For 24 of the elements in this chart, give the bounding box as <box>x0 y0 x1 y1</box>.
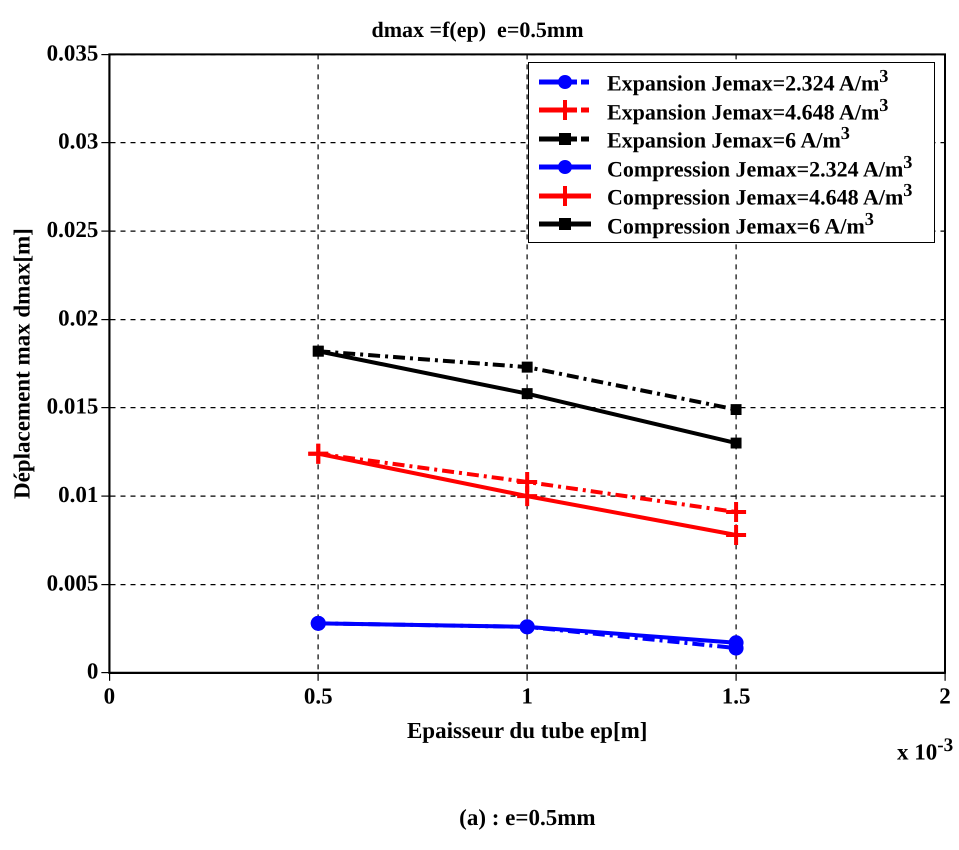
legend-label: Expansion Jemax=2.324 A/m$^{3}$ <box>607 66 888 97</box>
legend-label: Expansion Jemax=4.648 A/m$^{3}$ <box>607 94 888 126</box>
x-tick-label: 1 <box>521 684 533 709</box>
chart-title: dmax =f(ep) e=0.5mm <box>371 16 584 42</box>
y-tick-label: 0.005 <box>46 570 98 596</box>
legend-label: Expansion Jemax=6 A/m$^{3}$ <box>607 123 850 154</box>
y-axis-title: Déplacement max dmax[m] <box>10 228 35 500</box>
y-tick-label: 0.03 <box>58 128 98 154</box>
x-tick-label: 2 <box>939 684 951 709</box>
text: x 10$^{-3}$ <box>897 734 954 766</box>
x-tick-label: 0.5 <box>304 684 333 709</box>
legend-label: Compression Jemax=6 A/m$^{3}$ <box>607 208 874 240</box>
text: (a) : e=0.5mm <box>459 805 596 831</box>
y-tick-label: 0.02 <box>58 305 98 330</box>
x-axis-title: Epaisseur du tube ep[m] <box>406 718 648 744</box>
y-tick-label: 0 <box>86 658 98 684</box>
y-tick-label: 0.025 <box>46 217 98 242</box>
y-tick-label: 0.01 <box>58 482 98 508</box>
legend-label: Compression Jemax=4.648 A/m$^{3}$ <box>607 180 912 211</box>
y-tick-label: 0.035 <box>46 40 98 66</box>
x-tick-label: 1.5 <box>722 684 750 709</box>
legend-label: Compression Jemax=2.324 A/m$^{3}$ <box>607 152 912 182</box>
x-tick-label: 0 <box>104 684 116 709</box>
y-tick-label: 0.015 <box>46 394 98 419</box>
